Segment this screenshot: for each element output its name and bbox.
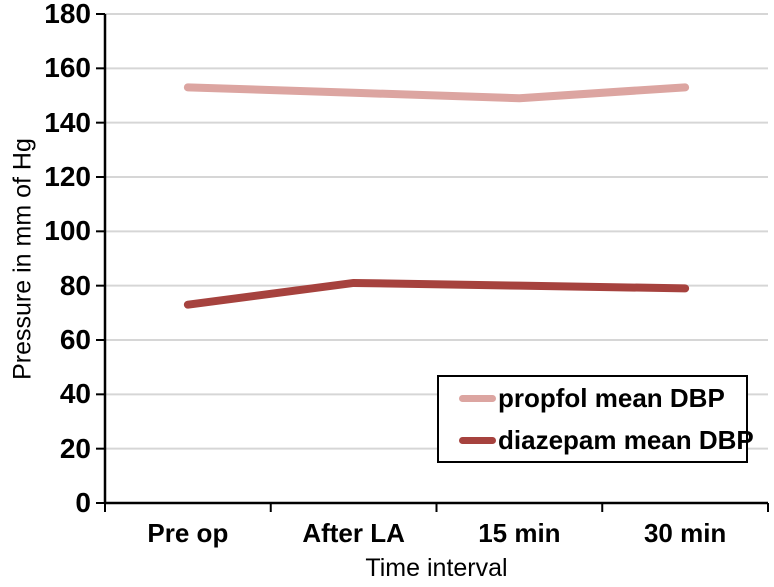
legend-label: propfol mean DBP xyxy=(498,382,725,413)
legend-line-swatch-icon xyxy=(459,394,496,402)
y-tick-label-140: 140 xyxy=(44,106,91,138)
legend-item-propfol-mean-dbp: propfol mean DBP xyxy=(439,377,746,419)
y-tick-label-20: 20 xyxy=(59,432,91,464)
legend-label: diazepam mean DBP xyxy=(498,424,754,455)
legend: propfol mean DBP diazepam mean DBP xyxy=(437,375,754,463)
y-tick-label-160: 160 xyxy=(44,52,91,84)
x-tick-label-30-min: 30 min xyxy=(643,518,727,548)
x-tick-label-pre-op: Pre op xyxy=(147,518,229,548)
series-line-diazepam-mean-dbp xyxy=(183,278,690,309)
y-tick-label-180: 180 xyxy=(44,0,91,29)
y-tick-label-80: 80 xyxy=(59,269,91,301)
x-axis-title: Time interval xyxy=(365,554,508,582)
y-tick-label-40: 40 xyxy=(59,378,91,410)
series-line-propfol-mean-dbp xyxy=(183,83,690,103)
legend-line-swatch-icon xyxy=(459,436,496,444)
x-tick-label-after-la: After LA xyxy=(302,518,405,548)
y-tick-label-100: 100 xyxy=(44,215,91,247)
y-tick-label-60: 60 xyxy=(59,324,91,355)
legend-item-diazepam-mean-dbp: diazepam mean DBP xyxy=(439,419,754,461)
y-tick-label-0: 0 xyxy=(75,487,91,518)
y-tick-label-120: 120 xyxy=(44,161,91,192)
x-tick-label-15-min: 15 min xyxy=(478,518,561,548)
y-axis-title: Pressure in mm of Hg xyxy=(8,137,36,380)
